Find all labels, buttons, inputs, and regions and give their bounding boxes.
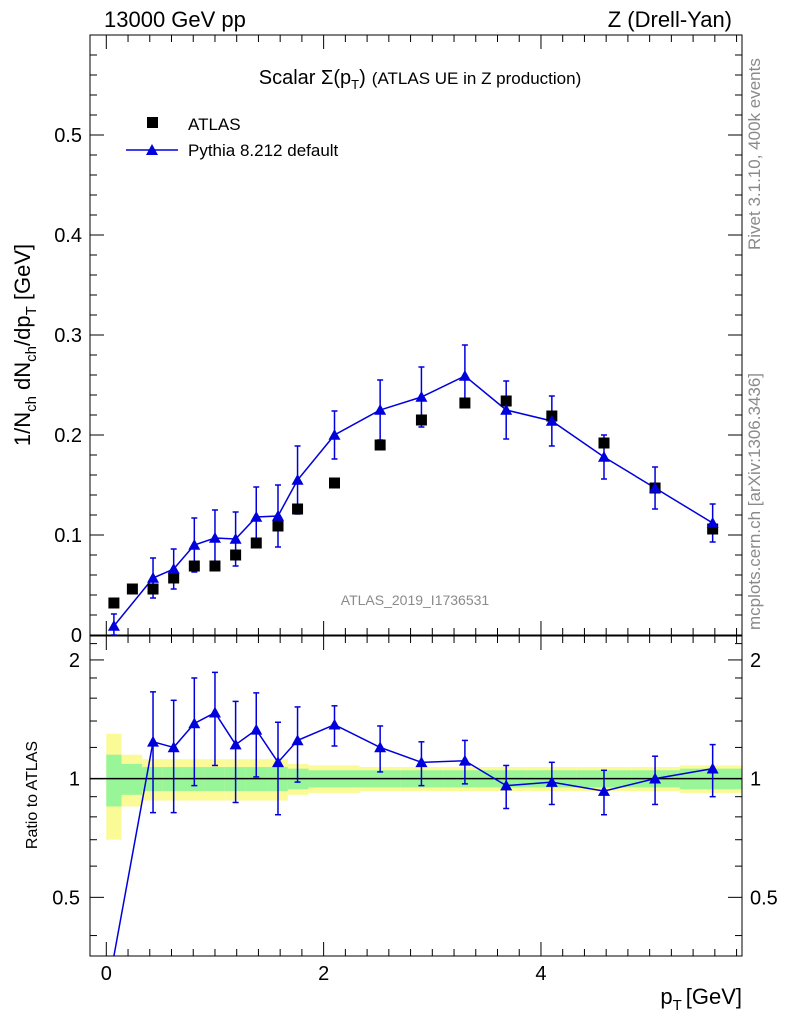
x-tick-label: 0: [101, 963, 112, 985]
ratio-point: [458, 754, 471, 766]
main-panel: 0 0.1 0.2 0.3 0.4 0.5 Scalar Σ(pT) (ATLAS UE i…: [10, 34, 743, 647]
atlas-point: [598, 437, 610, 449]
y-tick-label: 0.2: [54, 425, 82, 447]
ratio-point: [328, 718, 341, 730]
x-axis-label: pT [GeV]: [660, 984, 742, 1014]
pythia-point: [229, 533, 242, 544]
pythia-series-line: [113, 375, 714, 627]
y-tick-label: 0.5: [54, 125, 82, 147]
pythia-point: [649, 482, 662, 493]
ratio-point: [374, 741, 387, 753]
ratio-point: [706, 762, 719, 774]
atlas-point: [126, 583, 138, 595]
atlas-point: [292, 503, 304, 515]
legend-atlas-label: ATLAS: [188, 115, 241, 134]
ratio-point: [545, 776, 558, 787]
y-tick-label: 0.4: [54, 225, 82, 247]
rivet-label: Rivet 3.1.10, 400k events: [745, 58, 764, 250]
ratio-point: [415, 756, 428, 768]
legend: ATLAS Pythia 8.212 default: [126, 115, 339, 160]
ratio-point: [250, 723, 263, 735]
ratio-point: [208, 706, 221, 718]
y-tick-label: 0: [71, 625, 82, 647]
ratio-frame: [89, 635, 743, 957]
y-axis-label: 1/Nch dNch/dpT [GeV]: [10, 244, 40, 446]
pythia-point: [328, 429, 341, 440]
atlas-point: [500, 395, 512, 407]
mcplots-label: mcplots.cern.ch [arXiv:1306.3436]: [745, 373, 764, 630]
header-energy: 13000 GeV pp: [104, 7, 246, 32]
atlas-point: [329, 477, 340, 489]
atlas-point: [415, 414, 427, 426]
ratio-point: [188, 717, 201, 729]
atlas-point: [108, 597, 120, 609]
ratio-tick-label: 2: [69, 650, 80, 672]
atlas-point: [147, 583, 159, 595]
pythia-point: [597, 451, 610, 462]
ratio-y-axis: 0.5 0.5 1 1 2 2: [52, 643, 778, 937]
pythia-point: [291, 474, 304, 485]
pythia-point: [500, 404, 513, 415]
ratio-tick-label-right: 2: [750, 650, 761, 672]
x-tick-label: 4: [535, 963, 546, 985]
pythia-point: [374, 404, 387, 415]
pythia-point: [208, 532, 221, 543]
ratio-point: [147, 735, 160, 747]
y-tick-label: 0.3: [54, 325, 82, 347]
atlas-point: [250, 537, 262, 549]
ratio-point: [500, 779, 513, 791]
atlas-point: [272, 520, 284, 532]
band-inner-bin: [106, 754, 122, 807]
main-x-ticks: [105, 35, 738, 635]
ratio-point: [167, 741, 180, 753]
pythia-point: [167, 563, 180, 574]
ratio-tick-label-right: 1: [750, 769, 761, 791]
ratio-tick-label: 1: [69, 769, 80, 791]
ratio-y-label: Ratio to ATLAS: [24, 741, 41, 849]
pythia-point: [250, 511, 263, 522]
ratio-tick-label: 0.5: [52, 887, 80, 909]
pythia-point: [188, 539, 201, 550]
pythia-points: [107, 370, 719, 631]
analysis-id: ATLAS_2019_I1736531: [341, 592, 490, 608]
plot-title: Scalar Σ(pT) (ATLAS UE in Z production): [259, 67, 581, 92]
legend-pythia-label: Pythia 8.212 default: [188, 141, 339, 160]
pythia-point: [271, 510, 284, 521]
header-process: Z (Drell-Yan): [608, 7, 732, 32]
ratio-point: [649, 772, 662, 784]
atlas-point: [168, 572, 180, 584]
ratio-point: [271, 756, 284, 768]
pythia-point: [107, 620, 120, 631]
atlas-point: [188, 560, 200, 572]
legend-atlas-marker: [147, 117, 158, 128]
ratio-error-bars: [150, 671, 716, 816]
atlas-points: [108, 395, 719, 609]
x-tick-label: 2: [318, 963, 329, 985]
ratio-series-line: [113, 711, 713, 957]
pythia-point: [415, 391, 428, 402]
pythia-point: [147, 572, 160, 583]
ratio-point: [229, 738, 242, 750]
ratio-panel: 0.5 0.5 1 1 2 2 0 2 4 Ratio to ATLAS: [24, 635, 778, 985]
atlas-point: [230, 549, 242, 561]
pythia-point: [458, 370, 471, 381]
atlas-point: [459, 397, 471, 409]
ratio-point: [291, 734, 304, 746]
ratio-tick-label-right: 0.5: [750, 887, 778, 909]
atlas-point: [209, 560, 221, 572]
legend-pythia-marker: [146, 144, 158, 155]
atlas-point: [707, 523, 719, 535]
ratio-points: [147, 706, 719, 796]
y-tick-label: 0.1: [54, 525, 82, 547]
main-y-axis: 0 0.1 0.2 0.3 0.4 0.5: [54, 54, 742, 647]
ratio-point: [597, 785, 610, 796]
ratio-x-axis: 0 2 4: [101, 636, 738, 985]
pythia-point: [706, 517, 719, 528]
atlas-point: [374, 439, 386, 451]
pythia-point: [545, 415, 558, 426]
